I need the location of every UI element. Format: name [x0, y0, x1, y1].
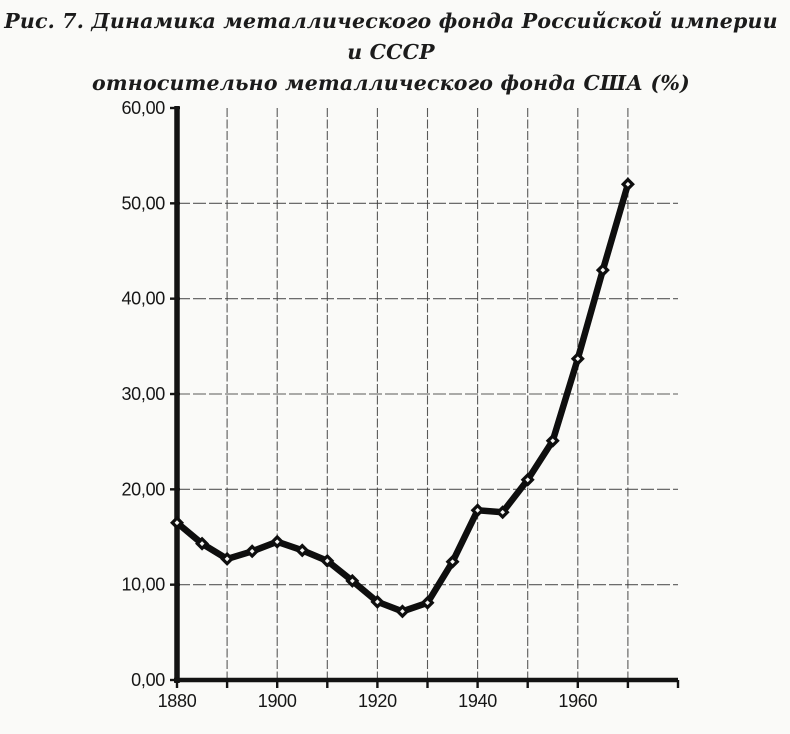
y-tick-label: 30,00	[121, 384, 165, 404]
x-tick-label: 1900	[258, 691, 297, 711]
data-point-marker-center	[625, 181, 631, 187]
data-point-marker-center	[224, 556, 230, 562]
data-point-marker-center	[174, 520, 180, 526]
x-tick-label: 1920	[358, 691, 397, 711]
data-point-marker-center	[500, 509, 506, 515]
data-point-marker-center	[475, 507, 480, 513]
data-point-marker-center	[400, 608, 405, 614]
data-point-marker-center	[324, 558, 330, 564]
data-point-marker-center	[299, 547, 305, 553]
data-point-marker-center	[575, 356, 581, 362]
figure-caption-line-2: относительно металлического фонда США (%…	[92, 71, 690, 95]
data-point-marker-center	[349, 578, 355, 584]
y-tick-label: 0,00	[131, 670, 165, 690]
data-point-marker-center	[249, 548, 255, 554]
data-point-marker-center	[600, 267, 606, 273]
data-point-marker-center	[550, 438, 556, 444]
y-tick-label: 10,00	[121, 575, 165, 595]
data-point-marker-center	[450, 559, 455, 565]
x-tick-label: 1880	[158, 691, 197, 711]
data-point-marker-center	[525, 477, 531, 483]
data-point-marker-center	[375, 599, 380, 605]
series-line	[172, 180, 632, 615]
data-point-marker-center	[199, 541, 205, 547]
y-tick-label: 40,00	[121, 289, 165, 309]
y-tick-label: 60,00	[121, 98, 165, 118]
figure-caption: Рис. 7. Динамика металлического фонда Ро…	[0, 6, 782, 99]
x-tick-label: 1960	[558, 691, 597, 711]
y-tick-label: 20,00	[121, 479, 165, 499]
x-tick-label: 1940	[458, 691, 497, 711]
figure-caption-line-1: Рис. 7. Динамика металлического фонда Ро…	[4, 9, 778, 64]
data-point-marker-center	[425, 600, 430, 606]
y-tick-label: 50,00	[121, 193, 165, 213]
data-point-marker-center	[274, 539, 280, 545]
